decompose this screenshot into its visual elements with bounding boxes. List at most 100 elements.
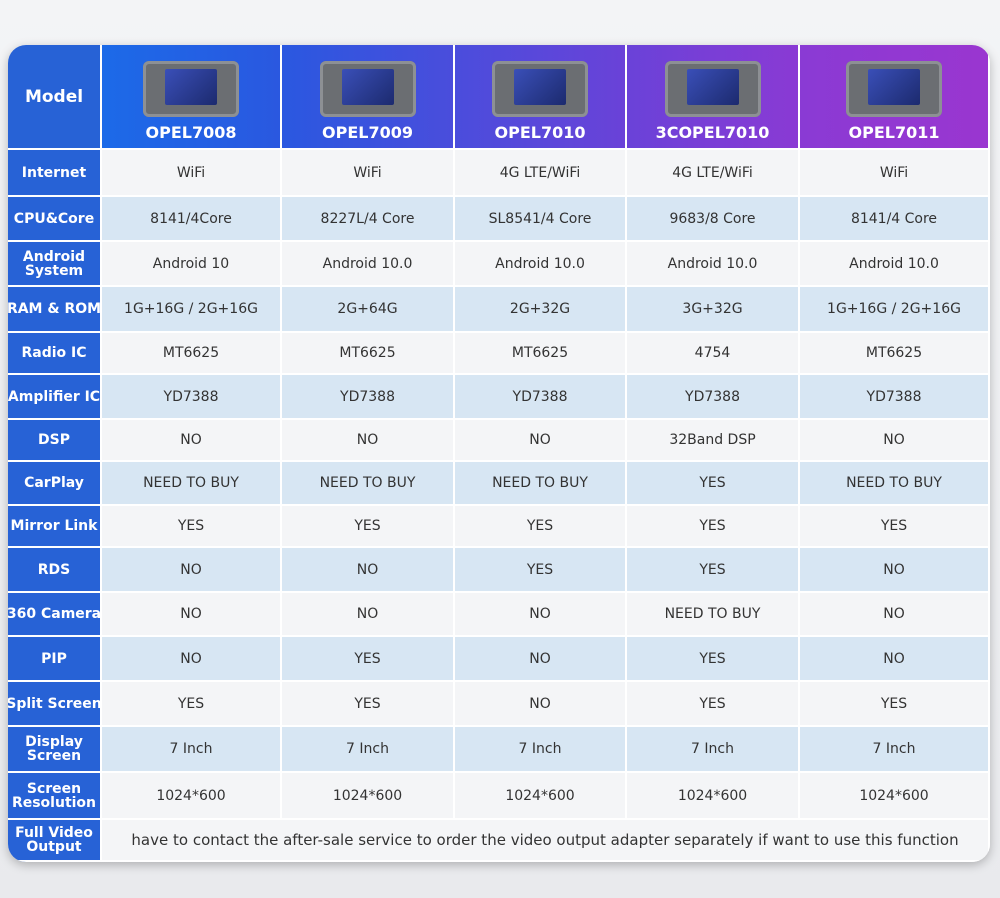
table-cell: MT6625	[102, 333, 282, 375]
table-cell: SL8541/4 Core	[455, 197, 627, 242]
row-label: PIP	[8, 637, 102, 682]
table-cell: YES	[282, 682, 455, 727]
table-cell: 1024*600	[282, 773, 455, 820]
device-image	[492, 61, 588, 117]
row-label-text: 360 Camera	[8, 606, 102, 622]
row-label-text: Amplifier IC	[8, 388, 101, 405]
table-cell: WiFi	[282, 150, 455, 197]
row-label: Full Video Output	[8, 820, 102, 862]
table-cell: 4754	[627, 333, 800, 375]
cell-text: NO	[529, 606, 551, 622]
table-cell: NO	[800, 548, 990, 593]
cell-text: YES	[880, 695, 908, 712]
table-cell: YD7388	[102, 375, 282, 420]
cell-text: NO	[883, 650, 905, 667]
table-cell: NO	[455, 593, 627, 637]
row-label: Screen Resolution	[8, 773, 102, 820]
cell-text: NO	[529, 695, 551, 712]
footer-text: have to contact the after-sale service t…	[131, 831, 959, 849]
table-cell: NO	[800, 420, 990, 462]
table-cell: Android 10.0	[282, 242, 455, 287]
table-cell: NEED TO BUY	[455, 462, 627, 506]
cell-text: YES	[354, 695, 381, 712]
device-image	[846, 61, 942, 117]
device-image	[319, 61, 416, 117]
cell-text: NO	[356, 606, 379, 622]
header-label: Model	[8, 45, 102, 150]
cell-text: NO	[356, 432, 379, 448]
header-label-text: Model	[24, 86, 84, 107]
table-cell: 8227L/4 Core	[282, 197, 455, 242]
model-name: 3COPEL7010	[655, 123, 770, 142]
cell-text: Android 10.0	[667, 255, 758, 272]
table-cell: NEED TO BUY	[282, 462, 455, 506]
table-cell: YES	[800, 506, 990, 548]
cell-text: Android 10	[152, 255, 230, 272]
table-cell: NO	[282, 593, 455, 637]
cell-text: SL8541/4 Core	[488, 210, 592, 227]
cell-text: 7 Inch	[346, 741, 389, 757]
row-label-text: Android	[22, 248, 86, 265]
row-label: Android System	[8, 242, 102, 287]
table-cell: 8141/4Core	[102, 197, 282, 242]
table-cell: YES	[800, 682, 990, 727]
cell-text: NO	[180, 561, 202, 578]
cell-text: 2G+64G	[337, 301, 398, 317]
row-label-text: Internet	[21, 164, 87, 181]
table-cell: 8141/4 Core	[800, 197, 990, 242]
row-label-text: PIP	[41, 650, 67, 667]
row-label-text: RAM & ROM	[8, 301, 102, 317]
table-cell: YES	[282, 506, 455, 548]
cell-text: Android 10.0	[495, 255, 585, 272]
model-name: OPEL7009	[322, 123, 413, 142]
table-cell: 1G+16G / 2G+16G	[102, 287, 282, 333]
table-cell: NO	[455, 682, 627, 727]
cell-text: NEED TO BUY	[664, 606, 761, 622]
model-header: 3COPEL7010	[627, 45, 800, 150]
row-label-text: CPU&Core	[13, 210, 95, 227]
model-name: OPEL7011	[848, 123, 940, 142]
row-label: CarPlay	[8, 462, 102, 506]
model-header: OPEL7009	[282, 45, 455, 150]
table-cell: WiFi	[102, 150, 282, 197]
table-cell: 7 Inch	[102, 727, 282, 773]
cell-text: 8141/4 Core	[850, 210, 938, 227]
cell-text: NO	[883, 606, 905, 622]
cell-text: YES	[354, 650, 381, 667]
cell-text: YES	[699, 561, 726, 578]
cell-text: NO	[883, 561, 905, 578]
table-cell: NO	[455, 637, 627, 682]
table-cell: 1024*600	[102, 773, 282, 820]
cell-text: YES	[699, 475, 726, 491]
cell-text: YES	[699, 650, 726, 667]
table-cell: YES	[627, 462, 800, 506]
row-label-text: Display	[25, 734, 83, 750]
row-label-text: Screen	[26, 780, 82, 797]
table-cell: Android 10.0	[800, 242, 990, 287]
cell-text: MT6625	[339, 345, 396, 361]
cell-text: NEED TO BUY	[846, 475, 942, 491]
row-label-text: Split Screen	[8, 695, 102, 712]
row-label: 360 Camera	[8, 593, 102, 637]
row-label-text: Radio IC	[21, 345, 87, 361]
table-cell: 4G LTE/WiFi	[455, 150, 627, 197]
cell-text: YES	[699, 518, 726, 534]
cell-text: YES	[526, 518, 554, 534]
cell-text: YD7388	[866, 388, 922, 405]
cell-text: 1024*600	[156, 787, 226, 804]
table-cell: NO	[102, 637, 282, 682]
cell-text: YD7388	[512, 388, 568, 405]
cell-text: 9683/8 Core	[669, 210, 756, 227]
table-cell: YD7388	[455, 375, 627, 420]
table-cell: 4G LTE/WiFi	[627, 150, 800, 197]
cell-text: Android 10.0	[322, 255, 413, 272]
table-cell: YES	[102, 506, 282, 548]
row-label-text: Output	[26, 839, 82, 855]
cell-text: 4G LTE/WiFi	[499, 164, 581, 181]
cell-text: YES	[880, 518, 908, 534]
cell-text: YD7388	[340, 388, 395, 405]
table-cell: 7 Inch	[627, 727, 800, 773]
table-cell: YES	[102, 682, 282, 727]
cell-text: YES	[699, 695, 726, 712]
row-label: RDS	[8, 548, 102, 593]
